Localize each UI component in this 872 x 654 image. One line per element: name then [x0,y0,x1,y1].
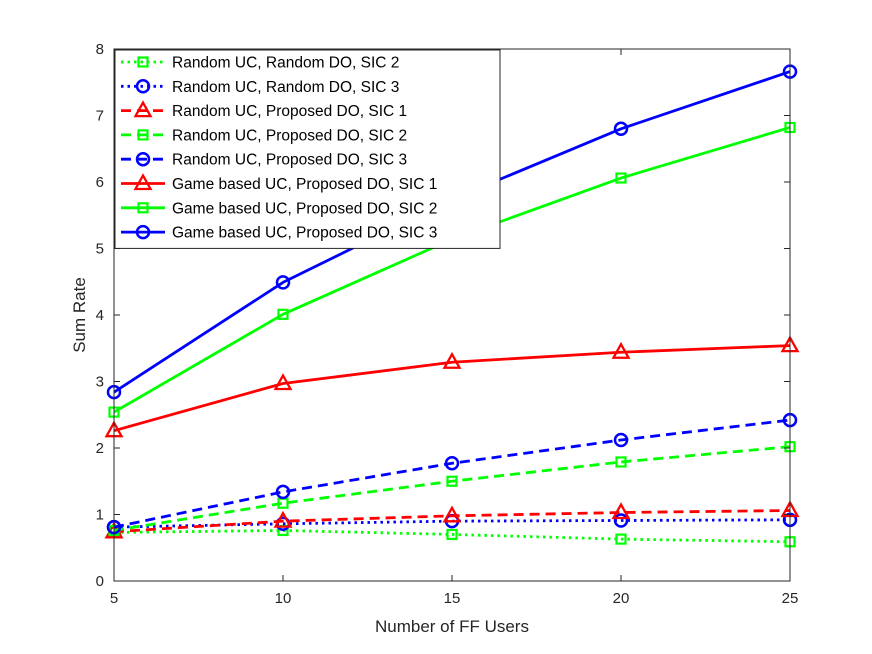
series-3-point [442,505,462,523]
legend-label: Random UC, Random DO, SIC 3 [172,79,399,96]
series-3-point [611,502,631,520]
series-8-point [613,121,629,137]
legend-entry: Random UC, Proposed DO, SIC 2 [121,127,407,144]
y-tick-label: 3 [96,374,104,391]
y-tick-label: 5 [96,241,104,258]
legend-marker [135,224,151,240]
x-tick-label: 15 [444,590,461,607]
y-tick-label: 8 [96,41,104,58]
legend-label: Random UC, Proposed DO, SIC 1 [172,103,407,120]
y-axis-label: Sum Rate [70,277,89,353]
series-4-point [446,475,458,487]
legend-label: Game based UC, Proposed DO, SIC 1 [172,176,437,193]
legend-marker [133,173,153,191]
legend-label: Game based UC, Proposed DO, SIC 2 [172,200,437,217]
legend-entry: Game based UC, Proposed DO, SIC 2 [121,200,437,217]
series-line-6 [113,344,791,433]
series-6-point [442,351,462,369]
x-tick-label: 10 [275,590,292,607]
legend-entry: Random UC, Random DO, SIC 3 [121,79,399,96]
legend-label: Game based UC, Proposed DO, SIC 3 [172,225,437,242]
legend-label: Random UC, Proposed DO, SIC 2 [172,127,407,144]
series-1-point [615,533,627,545]
series-line-3 [113,509,791,534]
legend-marker [137,56,149,68]
series-5-point [444,456,460,471]
series-5-point [613,432,629,448]
legend-entry: Random UC, Random DO, SIC 2 [121,55,399,72]
legend-marker [137,129,149,141]
legend: Random UC, Random DO, SIC 2 Random UC, Ra… [114,49,501,249]
series-1-point [446,528,458,541]
series-5-point [275,484,291,500]
legend-label: Random UC, Proposed DO, SIC 3 [172,152,407,169]
series-line-1 [113,529,791,544]
series-6 [104,335,800,438]
series-layer [104,64,800,548]
x-tick-label: 25 [782,590,799,607]
legend-box [114,49,501,249]
series-8-point [275,275,291,290]
legend-marker [135,151,151,167]
x-axis-label: Number of FF Users [375,617,529,636]
series-6-point [273,373,293,391]
series-7-point [615,172,627,184]
legend-marker [135,79,151,94]
series-line-5 [113,418,791,529]
series-3-point [273,510,293,528]
x-tick-label: 20 [613,590,630,607]
legend-label: Random UC, Random DO, SIC 2 [172,55,399,72]
legend-marker [137,202,149,214]
legend-entry: Game based UC, Proposed DO, SIC 1 [121,173,437,193]
legend-marker [133,100,153,118]
ticks-layer: 5 10 15 20 25 0 1 2 3 4 5 6 7 8 [96,41,799,607]
series-line-4 [113,445,791,532]
y-tick-label: 1 [96,507,104,524]
legend-entry: Random UC, Proposed DO, SIC 1 [121,100,407,120]
legend-entry: Game based UC, Proposed DO, SIC 3 [121,225,437,242]
legend-entry: Random UC, Proposed DO, SIC 3 [121,152,407,169]
series-6-point [611,341,631,359]
series-4-point [615,456,627,468]
y-tick-label: 4 [96,307,104,324]
y-tick-label: 0 [96,573,104,590]
x-tick-label: 5 [110,590,118,607]
series-2-point [613,513,629,528]
y-tick-label: 6 [96,174,104,191]
series-7-point [277,308,289,320]
y-tick-label: 7 [96,108,104,125]
y-tick-label: 2 [96,440,104,457]
